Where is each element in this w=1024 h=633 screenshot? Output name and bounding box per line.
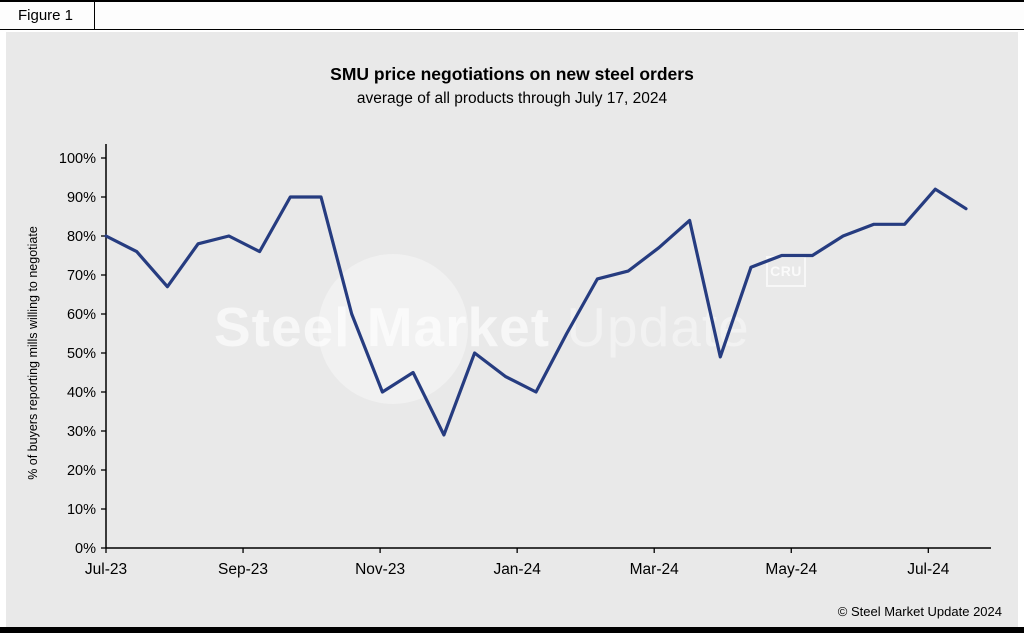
x-tick-label: Nov-23 bbox=[355, 561, 405, 578]
y-tick-label: 20% bbox=[67, 463, 96, 479]
y-tick-label: 60% bbox=[67, 307, 96, 323]
x-tick-label: Mar-24 bbox=[630, 561, 679, 578]
figure-label: Figure 1 bbox=[18, 7, 74, 24]
series-line bbox=[104, 187, 968, 436]
chart-subtitle: average of all products through July 17,… bbox=[356, 89, 668, 107]
y-tick-label: 70% bbox=[67, 268, 96, 284]
y-tick-label: 40% bbox=[67, 385, 96, 401]
x-tick-label: Sep-23 bbox=[218, 561, 268, 578]
line-chart: 0% 10% 20% 30% 40% 50% 60% 70% 80% 90% 100% Jul-23 S… bbox=[59, 143, 991, 578]
chart-panel: Steel Market Update CRU SMU price negoti… bbox=[6, 31, 1018, 627]
x-tick-label: Jan-24 bbox=[493, 561, 541, 578]
y-tick-label: 0% bbox=[75, 541, 96, 557]
figure-header: Figure 1 bbox=[0, 2, 1024, 30]
bottom-border-bar bbox=[0, 627, 1024, 633]
chart-title: SMU price negotiations on new steel orde… bbox=[330, 63, 694, 84]
y-tick-label: 80% bbox=[67, 229, 96, 245]
x-tick-label: Jul-23 bbox=[85, 561, 127, 578]
y-tick-label: 30% bbox=[67, 424, 96, 440]
x-tick-label: Jul-24 bbox=[907, 561, 950, 578]
y-tick-label: 90% bbox=[67, 190, 96, 206]
watermark-text-primary: Steel Market bbox=[214, 295, 551, 358]
y-tick-label: 50% bbox=[67, 346, 96, 362]
copyright-text: © Steel Market Update 2024 bbox=[837, 603, 1002, 619]
x-tick-label: May-24 bbox=[765, 561, 817, 578]
figure-label-box: Figure 1 bbox=[0, 2, 95, 29]
y-tick-label: 10% bbox=[67, 502, 96, 518]
y-tick-label: 100% bbox=[59, 151, 96, 167]
